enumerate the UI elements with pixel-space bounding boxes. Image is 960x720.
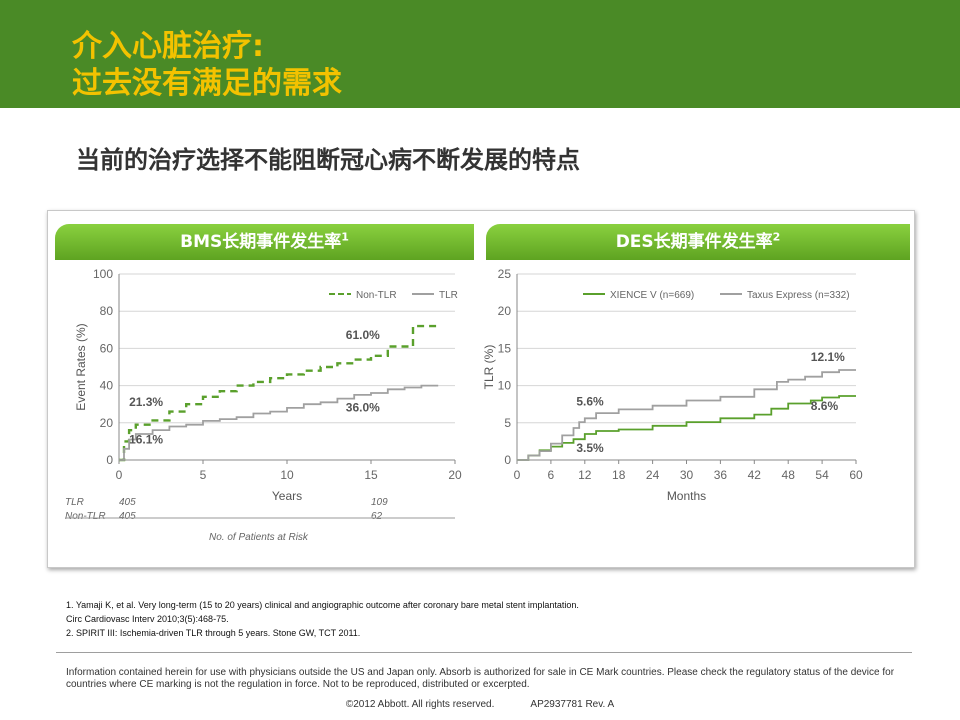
des-xtick-label: 6 [548,468,555,482]
bms-tab-ref: 1 [341,230,349,244]
des-xtick-label: 42 [748,468,762,482]
des-ytick-label: 20 [498,304,512,318]
des-value-annotation: 12.1% [811,350,845,364]
bms-risk-value: 109 [371,497,388,508]
des-xtick-label: 0 [514,468,521,482]
bms-risk-value: 62 [371,511,383,522]
bms-event-rate-chart: 0 20 40 60 80 100 0 5 10 15 20 Years Event Rates (%)… [65,267,462,543]
bms-value-annotation: 61.0% [346,328,380,342]
des-ytick-label: 10 [498,379,512,393]
des-tab-ref: 2 [772,230,781,244]
des-tlr-chart: 0 5 10 15 20 25 0 6 12 18 24 30 36 42 48 54 60 Months TLR … [483,267,863,503]
des-tab-label: DES长期事件发生率 [615,232,773,252]
bms-value-annotation: 21.3% [129,395,163,409]
des-value-annotation: 3.5% [576,441,604,455]
des-legend-label: Taxus Express (n=332) [747,290,850,301]
slide-title-line-1: 介入心脏治疗: [72,29,264,64]
des-ytick-label: 15 [498,341,512,355]
bms-series-line-1 [119,324,439,462]
bms-legend-label: TLR [439,290,458,301]
copyright-text: ©2012 Abbott. All rights reserved. [345,699,495,710]
bms-ytick-label: 20 [100,416,114,430]
bms-ytick-label: 100 [93,267,113,281]
bms-value-annotation: 36.0% [346,401,380,415]
reference-1: 1. Yamaji K, et al. Very long-term (15 t… [66,600,579,610]
bms-ytick-label: 80 [100,304,114,318]
footer: ©2012 Abbott. All rights reserved. AP2937… [0,699,960,710]
des-xtick-label: 54 [815,468,829,482]
des-legend-label: XIENCE V (n=669) [610,290,694,301]
reference-1-journal: Circ Cardiovasc Interv 2010;3(5):468-75. [66,614,229,624]
des-xtick-label: 30 [680,468,694,482]
document-code: AP2937781 Rev. A [530,699,615,710]
bms-risk-value: 405 [119,497,136,508]
des-y-axis-label: TLR (%) [483,345,496,390]
header-bar: 介入心脏治疗: 过去没有满足的需求 [0,0,960,108]
des-xtick-label: 18 [612,468,626,482]
des-xtick-label: 36 [714,468,728,482]
des-xtick-label: 24 [646,468,660,482]
bms-xtick-label: 0 [116,468,123,482]
des-value-annotation: 8.6% [811,399,839,413]
bms-series-line-2 [119,384,439,461]
bms-legend-label: Non-TLR [356,290,397,301]
des-ytick-label: 25 [498,267,512,281]
slide-title-line-2: 过去没有满足的需求 [72,66,342,101]
footer-divider [56,652,912,653]
disclaimer-text: Information contained herein for use wit… [66,667,895,690]
des-chart-tab: DES长期事件发生率2 [486,224,910,260]
bms-xtick-label: 20 [448,468,462,482]
bms-risk-value: 405 [119,511,136,522]
bms-xtick-label: 5 [200,468,207,482]
des-ytick-label: 5 [504,416,511,430]
references: 1. Yamaji K, et al. Very long-term (15 t… [66,598,579,640]
des-xtick-label: 48 [782,468,796,482]
bms-x-axis-label: Years [272,489,302,503]
bms-ytick-label: 60 [100,341,114,355]
bms-xtick-label: 10 [280,468,294,482]
des-series-line-2 [517,369,856,461]
des-x-axis-label: Months [667,489,706,503]
bms-value-annotation: 16.1% [129,432,163,446]
bms-chart-tab: BMS长期事件发生率1 [55,224,474,260]
reference-2: 2. SPIRIT III: Ischemia-driven TLR throu… [66,628,361,638]
des-value-annotation: 5.6% [576,395,604,409]
bms-xtick-label: 15 [364,468,378,482]
bms-y-axis-label: Event Rates (%) [74,323,88,410]
bms-ytick-label: 0 [106,453,113,467]
bms-risk-row-label: Non-TLR [65,511,106,522]
des-xtick-label: 12 [578,468,592,482]
bms-tab-label: BMS长期事件发生率 [180,232,342,252]
slide-subtitle: 当前的治疗选择不能阻断冠心病不断发展的特点 [76,146,580,174]
bms-ytick-label: 40 [100,379,114,393]
bms-risk-row-label: TLR [65,497,84,508]
bms-risk-caption: No. of Patients at Risk [209,532,309,543]
des-ytick-label: 0 [504,453,511,467]
des-xtick-label: 60 [849,468,863,482]
